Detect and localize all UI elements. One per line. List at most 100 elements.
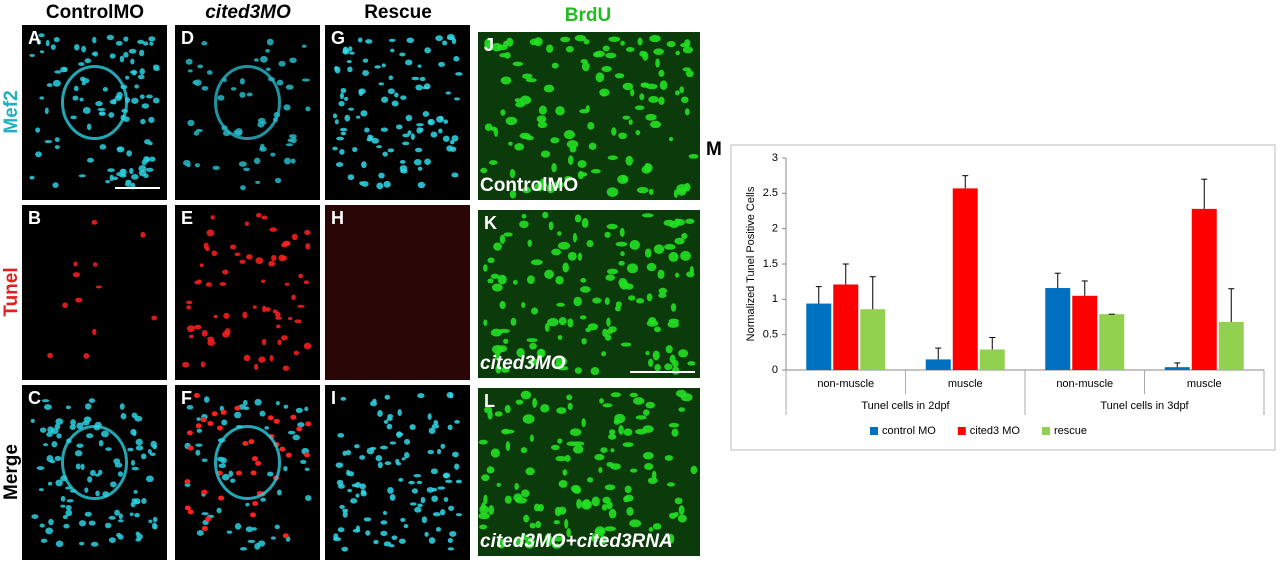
cell [496,538,506,549]
cell [587,122,595,130]
cell [110,481,117,488]
cell [276,324,281,329]
cell [359,181,364,186]
cell [243,406,250,411]
cell [128,48,137,54]
cell [62,514,68,520]
cell [52,182,59,189]
cell [551,248,562,256]
cell [336,479,344,486]
cell [436,448,442,455]
cell [342,46,349,54]
cell [246,254,253,260]
cell [400,95,407,100]
cell [399,159,406,164]
cell [40,538,48,543]
cell [55,540,64,548]
cell [576,498,582,509]
cell [29,53,35,57]
cell [288,316,293,321]
cell [417,503,423,508]
cell [591,496,600,507]
cell [521,214,527,219]
cell [118,513,123,520]
bar [1191,208,1217,370]
cell [290,158,296,164]
cell [658,96,665,106]
cell [279,446,286,452]
panel-letter: H [331,208,344,228]
y-tick-label: 3 [772,152,778,164]
cell [521,489,530,498]
cell [118,519,124,523]
cell [428,537,436,544]
cell [445,91,452,95]
cell [628,119,633,125]
cell [558,479,568,488]
cell [569,146,577,153]
cell [254,398,262,406]
cell [305,106,311,112]
cell [586,240,594,248]
cell [397,409,402,417]
cell [347,174,355,181]
cell [223,312,230,319]
cell [642,409,650,416]
cell [238,161,247,167]
cell [443,473,449,479]
cell [499,234,506,245]
cell [347,471,355,477]
cell [604,484,616,491]
cell [567,251,577,261]
cell [395,458,400,464]
panel-letter: B [28,208,41,228]
cell [265,67,271,72]
cell [478,512,490,520]
cell [379,445,388,450]
cell [424,158,431,165]
cell [625,155,634,166]
cell [649,34,661,43]
cell [343,96,349,101]
cell [362,58,369,63]
cell [335,462,344,468]
cell [283,404,289,409]
cell [365,530,371,536]
cell [683,183,691,192]
cell [446,391,454,399]
cell [635,129,641,136]
cell [513,538,525,546]
cell [97,107,106,112]
cell [428,427,436,434]
cell [43,443,49,447]
cell [91,219,98,225]
cell [201,489,208,495]
cell [137,39,145,45]
cell [432,512,441,517]
cell [618,260,625,266]
cell [525,536,535,546]
cell [552,543,562,549]
panel-caption: cited3MO [480,353,566,374]
cell [55,479,63,487]
cell [581,218,589,228]
legend-swatch [957,427,966,435]
cell [383,419,389,424]
cell [497,274,507,285]
cell [75,297,83,303]
panel-letter: D [181,28,194,48]
cell [140,453,147,460]
cell [606,328,614,335]
cell [292,434,300,441]
cell [505,116,518,126]
cell [51,441,58,448]
panel-letter: J [484,35,494,55]
cell [240,547,247,551]
cell [288,134,297,139]
cell [211,411,218,417]
bar [979,349,1005,370]
cell [533,503,541,512]
cell [243,167,250,172]
cell [148,141,153,146]
cell [655,58,660,68]
